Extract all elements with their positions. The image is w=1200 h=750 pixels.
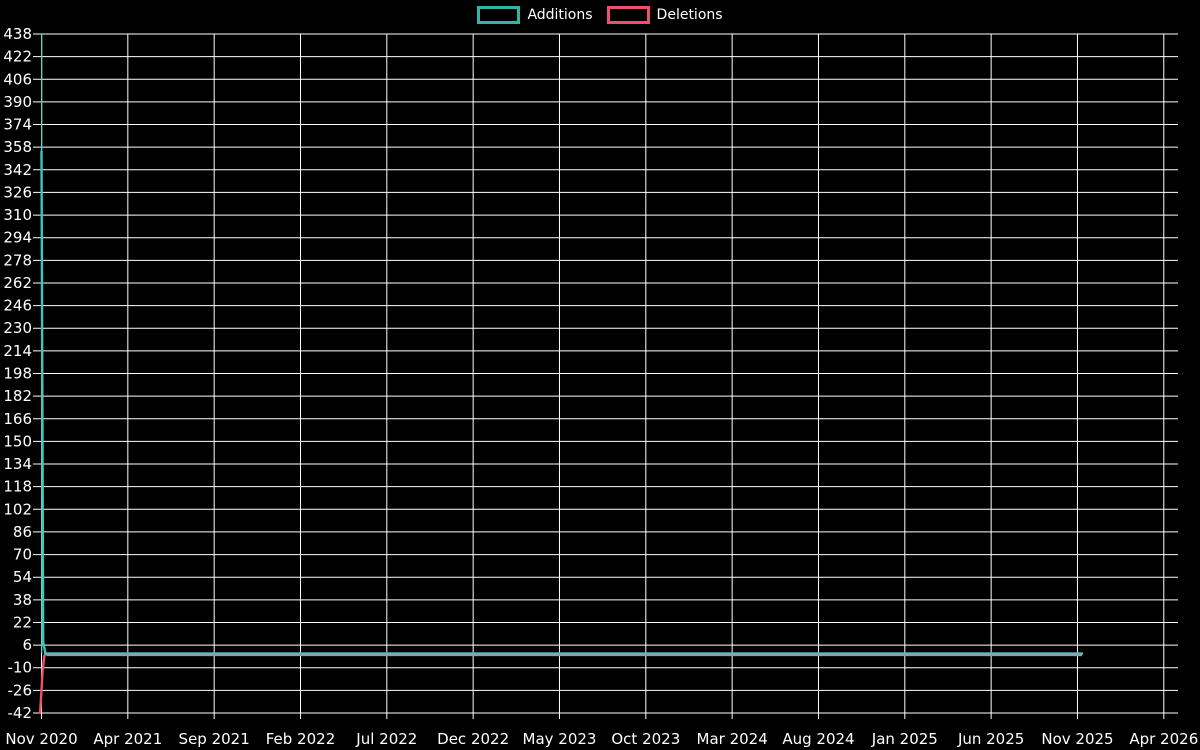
x-tick-label: Nov 2020	[5, 730, 77, 748]
y-tick-label: 406	[3, 70, 32, 88]
y-tick-label: -10	[8, 659, 33, 677]
y-tick-label: 262	[3, 274, 32, 292]
additions-line	[40, 150, 1084, 655]
deletions-swatch-icon	[606, 6, 650, 24]
y-tick-label: 166	[3, 410, 32, 428]
y-tick-label: 134	[3, 455, 32, 473]
legend-label-additions: Additions	[527, 7, 593, 23]
y-tick-label: -26	[8, 681, 33, 699]
x-tick-label: Feb 2022	[266, 730, 336, 748]
x-tick-label: Aug 2024	[782, 730, 854, 748]
y-tick-label: 86	[13, 523, 32, 541]
deletions-line	[38, 652, 1084, 715]
x-tick-label: Jan 2025	[871, 730, 938, 748]
y-tick-label: 230	[3, 319, 32, 337]
y-tick-label: 374	[3, 116, 32, 134]
x-tick-label: Jun 2025	[957, 730, 1024, 748]
x-tick-label: Apr 2021	[93, 730, 162, 748]
y-tick-label: 54	[13, 568, 32, 586]
x-tick-label: Jul 2022	[355, 730, 417, 748]
legend-item-deletions: Deletions	[606, 6, 723, 24]
y-tick-label: 118	[3, 478, 32, 496]
y-tick-label: 198	[3, 365, 32, 383]
legend-label-deletions: Deletions	[656, 7, 723, 23]
x-tick-label: Sep 2021	[179, 730, 250, 748]
y-tick-label: 294	[3, 229, 32, 247]
legend-item-additions: Additions	[477, 6, 593, 24]
y-tick-label: 70	[13, 546, 32, 564]
y-tick-label: 22	[13, 613, 32, 631]
y-tick-label: 182	[3, 387, 32, 405]
x-tick-label: Dec 2022	[437, 730, 509, 748]
y-tick-label: 422	[3, 48, 32, 66]
x-tick-label: Apr 2026	[1129, 730, 1198, 748]
y-tick-label: 246	[3, 297, 32, 315]
x-tick-label: May 2023	[523, 730, 597, 748]
y-tick-label: 326	[3, 183, 32, 201]
y-tick-label: 390	[3, 93, 32, 111]
x-tick-label: Oct 2023	[611, 730, 680, 748]
y-tick-label: 342	[3, 161, 32, 179]
y-tick-label: 102	[3, 500, 32, 518]
y-tick-label: 214	[3, 342, 32, 360]
chart-legend: Additions Deletions	[0, 6, 1200, 24]
additions-swatch-icon	[477, 6, 521, 24]
y-tick-label: 358	[3, 138, 32, 156]
y-tick-label: 150	[3, 432, 32, 450]
y-tick-label: -42	[8, 704, 33, 722]
y-tick-label: 38	[13, 591, 32, 609]
x-tick-label: Nov 2025	[1041, 730, 1113, 748]
y-tick-label: 6	[22, 636, 32, 654]
y-tick-label: 310	[3, 206, 32, 224]
y-tick-label: 278	[3, 251, 32, 269]
y-tick-label: 438	[3, 25, 32, 43]
x-tick-label: Mar 2024	[697, 730, 768, 748]
